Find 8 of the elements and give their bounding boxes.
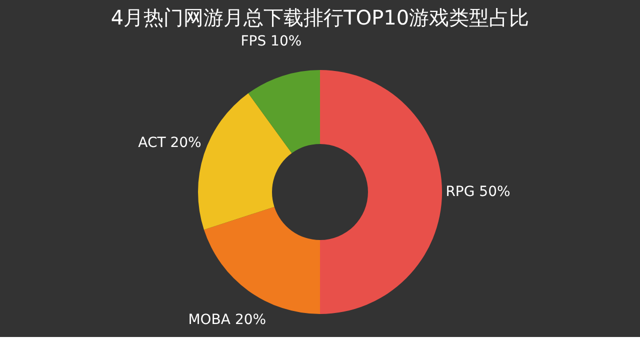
slice-label: FPS 10% [240,34,302,50]
donut-slice [320,70,442,314]
donut-slice [248,70,320,154]
slice-label: MOBA 20% [188,312,266,328]
donut-slice [204,206,320,314]
slice-label: ACT 20% [138,135,202,152]
chart-title: 4月热门网游月总下载排行TOP10游戏类型占比 [110,6,530,30]
slice-label: RPG 50% [446,184,510,200]
